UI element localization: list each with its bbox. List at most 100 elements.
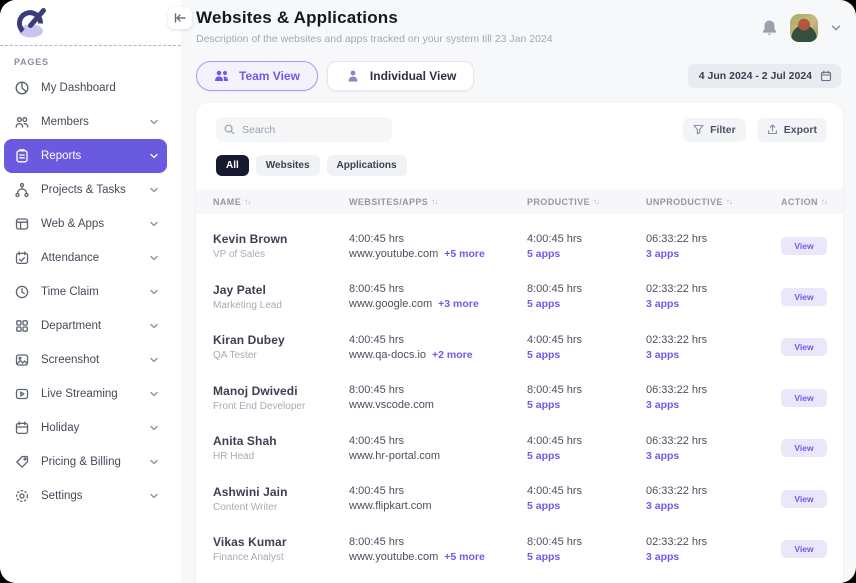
sidebar-item-pricing-billing[interactable]: Pricing & Billing (4, 445, 167, 479)
sidebar-item-label: Screenshot (41, 354, 149, 366)
unproductive-apps-link[interactable]: 3 apps (646, 551, 781, 563)
chevron-down-icon (149, 491, 159, 501)
usage-hours: 4:00:45 hrs (349, 485, 527, 497)
column-header-unproductive[interactable]: Unproductive↑↓ (646, 197, 781, 207)
productive-apps-link[interactable]: 5 apps (527, 500, 646, 512)
chip-applications[interactable]: Applications (327, 155, 407, 176)
productive-apps-link[interactable]: 5 apps (527, 349, 646, 361)
sidebar-item-projects-tasks[interactable]: Projects & Tasks (4, 173, 167, 207)
usage-hours: 4:00:45 hrs (349, 334, 527, 346)
unproductive-apps-link[interactable]: 3 apps (646, 298, 781, 310)
sidebar-item-label: My Dashboard (41, 82, 159, 94)
unproductive-apps-link[interactable]: 3 apps (646, 349, 781, 361)
view-button[interactable]: View (781, 389, 827, 407)
unproductive-apps-link[interactable]: 3 apps (646, 248, 781, 260)
chevron-down-icon (149, 423, 159, 433)
calendar-icon (820, 70, 832, 82)
unproductive-cell: 06:33:22 hrs 3 apps (646, 233, 781, 260)
table-row: Ashwini Jain Content Writer 4:00:45 hrs … (196, 474, 843, 525)
column-header-websites-apps[interactable]: Websites/Apps↑↓ (349, 197, 527, 207)
sidebar-item-settings[interactable]: Settings (4, 479, 167, 513)
sidebar-item-reports[interactable]: Reports (4, 139, 167, 173)
view-button[interactable]: View (781, 338, 827, 356)
sidebar-item-my-dashboard[interactable]: My Dashboard (4, 71, 167, 105)
sidebar-item-time-claim[interactable]: Time Claim (4, 275, 167, 309)
productive-apps-link[interactable]: 5 apps (527, 248, 646, 260)
main-content: Websites & Applications Description of t… (181, 0, 856, 583)
sort-arrows-icon: ↑↓ (821, 197, 827, 206)
view-button[interactable]: View (781, 540, 827, 558)
unproductive-hours: 02:33:22 hrs (646, 283, 781, 295)
sidebar-item-label: Projects & Tasks (41, 184, 149, 196)
sidebar-item-label: Members (41, 116, 149, 128)
date-range-value: 4 Jun 2024 - 2 Jul 2024 (699, 70, 812, 82)
profile-chevron-down-icon[interactable] (830, 22, 842, 34)
unproductive-apps-link[interactable]: 3 apps (646, 450, 781, 462)
productive-cell: 4:00:45 hrs 5 apps (527, 233, 646, 260)
unproductive-hours: 02:33:22 hrs (646, 536, 781, 548)
app-window: PAGES My Dashboard Members Reports (0, 0, 856, 583)
view-button[interactable]: View (781, 288, 827, 306)
arrow-left-icon (174, 13, 186, 23)
sidebar-nav: My Dashboard Members Reports Pr (0, 71, 181, 513)
sort-arrows-icon: ↑↓ (593, 197, 599, 206)
column-header-productive[interactable]: Productive↑↓ (527, 197, 646, 207)
unproductive-apps-link[interactable]: 3 apps (646, 399, 781, 411)
productive-apps-link[interactable]: 5 apps (527, 298, 646, 310)
view-button[interactable]: View (781, 237, 827, 255)
sidebar-item-label: Pricing & Billing (41, 456, 149, 468)
more-sites-link[interactable]: +5 more (444, 248, 485, 260)
unproductive-cell: 06:33:22 hrs 3 apps (646, 485, 781, 512)
more-sites-link[interactable]: +2 more (432, 349, 473, 361)
collapse-sidebar-button[interactable] (168, 7, 192, 29)
member-name: Anita Shah (213, 434, 349, 448)
unproductive-apps-link[interactable]: 3 apps (646, 500, 781, 512)
page-subtitle: Description of the websites and apps tra… (196, 33, 553, 45)
sidebar-item-members[interactable]: Members (4, 105, 167, 139)
more-sites-link[interactable]: +3 more (438, 298, 479, 310)
filter-button[interactable]: Filter (683, 118, 746, 142)
productive-apps-link[interactable]: 5 apps (527, 551, 646, 563)
websites-apps-cell: 4:00:45 hrs www.hr-portal.com (349, 435, 527, 462)
sidebar-item-holiday[interactable]: Holiday (4, 411, 167, 445)
websites-apps-cell: 4:00:45 hrs www.flipkart.com (349, 485, 527, 512)
sidebar-item-screenshot[interactable]: Screenshot (4, 343, 167, 377)
user-avatar[interactable] (790, 14, 818, 42)
sidebar-item-live-streaming[interactable]: Live Streaming (4, 377, 167, 411)
sidebar-item-attendance[interactable]: Attendance (4, 241, 167, 275)
sidebar-item-label: Time Claim (41, 286, 149, 298)
brand-logo[interactable] (0, 0, 181, 46)
search-input[interactable] (242, 124, 384, 136)
tab-label: Individual View (370, 69, 456, 83)
chevron-down-icon (149, 117, 159, 127)
filter-chips: All Websites Applications (196, 142, 843, 176)
date-range-picker[interactable]: 4 Jun 2024 - 2 Jul 2024 (688, 64, 841, 88)
more-sites-link[interactable]: +5 more (444, 551, 485, 563)
tab-team-view[interactable]: Team View (196, 61, 318, 91)
sidebar-item-web-apps[interactable]: Web & Apps (4, 207, 167, 241)
table-row: Kiran Dubey QA Tester 4:00:45 hrs www.qa… (196, 322, 843, 373)
projects-tasks-icon (14, 182, 30, 198)
brand-logo-icon (13, 6, 49, 39)
member-role: HR Head (213, 451, 349, 462)
department-icon (14, 318, 30, 334)
action-cell: View (781, 540, 827, 558)
column-header-action[interactable]: Action↑↓ (781, 197, 827, 207)
sidebar-item-department[interactable]: Department (4, 309, 167, 343)
table-body: Kevin Brown VP of Sales 4:00:45 hrs www.… (196, 214, 843, 575)
view-button[interactable]: View (781, 439, 827, 457)
action-cell: View (781, 338, 827, 356)
chip-websites[interactable]: Websites (256, 155, 320, 176)
table-row: Anita Shah HR Head 4:00:45 hrs www.hr-po… (196, 423, 843, 474)
website-url: www.google.com (349, 298, 432, 310)
name-cell: Jay Patel Marketing Lead (213, 283, 349, 311)
productive-apps-link[interactable]: 5 apps (527, 399, 646, 411)
notification-bell-icon[interactable] (761, 19, 778, 37)
column-header-name[interactable]: Name↑↓ (213, 197, 349, 207)
view-button[interactable]: View (781, 490, 827, 508)
tab-individual-view[interactable]: Individual View (327, 61, 474, 91)
chip-all[interactable]: All (216, 155, 249, 176)
export-button[interactable]: Export (757, 118, 827, 142)
productive-apps-link[interactable]: 5 apps (527, 450, 646, 462)
chevron-down-icon (149, 355, 159, 365)
